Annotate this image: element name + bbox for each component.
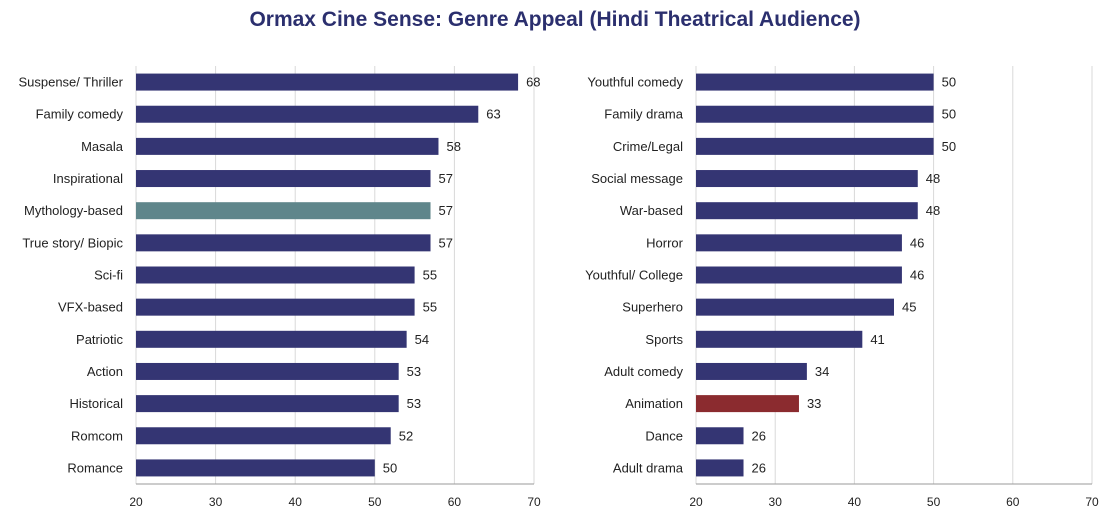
category-label: True story/ Biopic xyxy=(22,235,123,250)
bar xyxy=(696,234,902,252)
bar xyxy=(696,266,902,284)
data-label: 50 xyxy=(942,139,956,154)
data-label: 33 xyxy=(807,396,821,411)
data-label: 57 xyxy=(439,171,453,186)
category-label: Romance xyxy=(67,460,123,475)
bar xyxy=(696,298,894,316)
data-label: 55 xyxy=(423,268,437,283)
category-label: Youthful comedy xyxy=(587,75,683,90)
x-tick-label: 30 xyxy=(769,495,783,509)
data-label: 26 xyxy=(752,460,766,475)
data-label: 48 xyxy=(926,171,940,186)
x-tick-label: 20 xyxy=(689,495,703,509)
data-label: 58 xyxy=(446,139,460,154)
bar xyxy=(696,73,934,91)
category-label: Animation xyxy=(625,396,683,411)
data-label: 50 xyxy=(383,460,397,475)
x-tick-label: 40 xyxy=(848,495,862,509)
category-label: War-based xyxy=(620,203,683,218)
bar xyxy=(136,137,439,155)
x-tick-label: 20 xyxy=(129,495,143,509)
category-label: Patriotic xyxy=(76,332,123,347)
bar xyxy=(696,137,934,155)
x-tick-label: 50 xyxy=(927,495,941,509)
data-label: 46 xyxy=(910,268,924,283)
bar xyxy=(696,362,807,380)
x-tick-label: 60 xyxy=(448,495,462,509)
category-label: Inspirational xyxy=(53,171,123,186)
bar xyxy=(696,395,799,413)
x-tick-label: 70 xyxy=(527,495,541,509)
data-label: 53 xyxy=(407,396,421,411)
bar xyxy=(136,298,415,316)
bar xyxy=(136,395,399,413)
chart-panel-left: 20 30 40 50 60 70 Suspense/ Thriller 68 Family c… xyxy=(18,66,541,509)
data-label: 48 xyxy=(926,203,940,218)
category-label: Adult drama xyxy=(613,460,684,475)
bar xyxy=(136,266,415,284)
data-label: 46 xyxy=(910,235,924,250)
x-tick-label: 50 xyxy=(368,495,382,509)
x-tick-label: 70 xyxy=(1085,495,1099,509)
category-label: Crime/Legal xyxy=(613,139,683,154)
data-label: 57 xyxy=(439,203,453,218)
category-label: Historical xyxy=(70,396,124,411)
category-label: VFX-based xyxy=(58,300,123,315)
bar xyxy=(136,362,399,380)
bar xyxy=(136,105,479,123)
category-label: Sci-fi xyxy=(94,268,123,283)
x-tick-label: 30 xyxy=(209,495,223,509)
bar xyxy=(136,73,519,91)
category-label: Dance xyxy=(645,428,683,443)
data-label: 63 xyxy=(486,107,500,122)
bar xyxy=(136,427,391,445)
bar xyxy=(136,459,375,477)
data-label: 41 xyxy=(870,332,884,347)
data-label: 50 xyxy=(942,75,956,90)
category-label: Adult comedy xyxy=(604,364,683,379)
data-label: 54 xyxy=(415,332,429,347)
chart-panel-right: 20 30 40 50 60 70 Youthful comedy 50 Family dram… xyxy=(585,66,1099,509)
x-tick-label: 40 xyxy=(289,495,303,509)
category-label: Family comedy xyxy=(36,107,124,122)
bar xyxy=(696,202,918,220)
chart-title: Ormax Cine Sense: Genre Appeal (Hindi Th… xyxy=(249,8,861,31)
category-label: Social message xyxy=(591,171,683,186)
x-tick-label: 60 xyxy=(1006,495,1020,509)
bar xyxy=(136,202,431,220)
bar xyxy=(696,459,744,477)
bar xyxy=(136,234,431,252)
category-label: Superhero xyxy=(622,300,683,315)
category-label: Family drama xyxy=(604,107,684,122)
data-label: 55 xyxy=(423,300,437,315)
category-label: Masala xyxy=(81,139,124,154)
data-label: 50 xyxy=(942,107,956,122)
category-label: Action xyxy=(87,364,123,379)
bar xyxy=(136,330,407,348)
data-label: 34 xyxy=(815,364,829,379)
category-label: Sports xyxy=(645,332,683,347)
category-label: Suspense/ Thriller xyxy=(18,75,123,90)
category-label: Romcom xyxy=(71,428,123,443)
category-label: Youthful/ College xyxy=(585,268,683,283)
data-label: 26 xyxy=(752,428,766,443)
bar xyxy=(696,170,918,188)
category-label: Horror xyxy=(646,235,684,250)
bar xyxy=(696,330,863,348)
data-label: 68 xyxy=(526,75,540,90)
bar xyxy=(696,427,744,445)
category-label: Mythology-based xyxy=(24,203,123,218)
bar xyxy=(136,170,431,188)
data-label: 45 xyxy=(902,300,916,315)
data-label: 52 xyxy=(399,428,413,443)
bar xyxy=(696,105,934,123)
data-label: 53 xyxy=(407,364,421,379)
data-label: 57 xyxy=(439,235,453,250)
